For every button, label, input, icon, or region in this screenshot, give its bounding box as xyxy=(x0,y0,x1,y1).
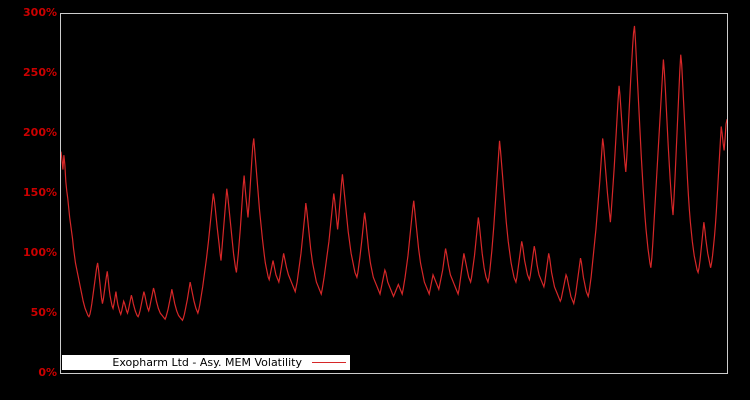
y-tick-label: 50% xyxy=(30,306,57,319)
series-polyline xyxy=(61,25,727,322)
plot-area xyxy=(60,13,728,374)
y-tick-label: 100% xyxy=(23,246,57,259)
legend-line-swatch xyxy=(312,357,346,368)
y-tick-label: 250% xyxy=(23,66,57,79)
y-tick-label: 300% xyxy=(23,6,57,19)
y-tick-label: 150% xyxy=(23,186,57,199)
y-axis: 0% 50% 100% 150% 200% 250% 300% xyxy=(0,0,60,400)
y-tick-label: 0% xyxy=(38,366,57,379)
volatility-line-series xyxy=(61,25,727,322)
y-tick-label: 200% xyxy=(23,126,57,139)
legend-label: Exopharm Ltd - Asy. MEM Volatility xyxy=(112,356,302,369)
chart-legend: Exopharm Ltd - Asy. MEM Volatility xyxy=(62,355,350,370)
